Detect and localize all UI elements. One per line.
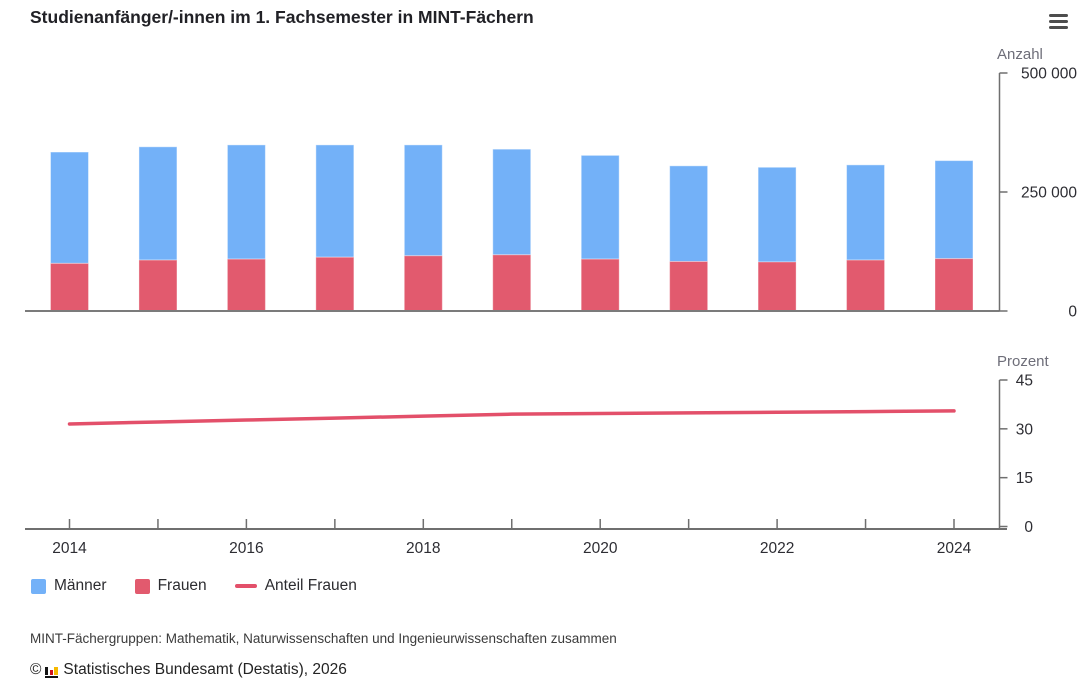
year-label-2020: 2020 xyxy=(583,540,618,557)
bar-frauen-2022[interactable] xyxy=(757,261,797,312)
bar-maenner-2019[interactable] xyxy=(492,148,532,256)
bar-maenner-2015[interactable] xyxy=(138,146,178,261)
bar-maenner-2024[interactable] xyxy=(934,160,974,260)
bar-frauen-2018[interactable] xyxy=(403,255,443,312)
anzahl-tick-label: 500 000 xyxy=(1021,66,1077,83)
bar-frauen-2019[interactable] xyxy=(492,254,532,312)
source-line: © Statistisches Bundesamt (Destatis), 20… xyxy=(30,661,347,679)
bar-maenner-2020[interactable] xyxy=(580,154,620,260)
year-label-2022: 2022 xyxy=(760,540,794,557)
bar-frauen-2023[interactable] xyxy=(846,259,886,312)
legend-label-anteil-frauen: Anteil Frauen xyxy=(264,577,357,594)
bar-frauen-2016[interactable] xyxy=(226,258,266,312)
bar-maenner-2017[interactable] xyxy=(315,144,355,258)
prozent-tick-label: 30 xyxy=(1016,421,1034,438)
bar-frauen-2024[interactable] xyxy=(934,258,974,312)
bar-maenner-2023[interactable] xyxy=(846,164,886,261)
source-text: Statistisches Bundesamt (Destatis), 2026 xyxy=(63,661,347,678)
bar-frauen-2014[interactable] xyxy=(50,262,89,312)
anzahl-axis-title: Anzahl xyxy=(997,46,1043,63)
anzahl-tick-label: 0 xyxy=(1068,304,1077,321)
destatis-logo-icon[interactable] xyxy=(45,662,59,678)
bar-frauen-2015[interactable] xyxy=(138,259,178,312)
legend-label-frauen: Frauen xyxy=(157,577,207,594)
prozent-tick-label: 0 xyxy=(1024,519,1033,536)
prozent-tick-label: 15 xyxy=(1016,470,1033,487)
prozent-tick-label: 45 xyxy=(1016,373,1033,390)
frauen-swatch-icon xyxy=(134,578,150,594)
legend-item-anteil-frauen[interactable]: Anteil Frauen xyxy=(234,577,357,595)
prozent-axis-title: Prozent xyxy=(997,353,1050,370)
bar-frauen-2020[interactable] xyxy=(580,258,620,312)
copyright-symbol: © xyxy=(30,661,42,678)
bar-frauen-2017[interactable] xyxy=(315,256,355,312)
legend-item-frauen[interactable]: Frauen xyxy=(134,577,207,595)
line-swatch-icon xyxy=(234,584,257,588)
maenner-swatch-icon xyxy=(31,578,46,594)
bar-maenner-2021[interactable] xyxy=(669,165,709,262)
bar-frauen-2021[interactable] xyxy=(669,260,709,312)
chart-title: Studienanfänger/-innen im 1. Fachsemeste… xyxy=(30,7,534,27)
year-label-2014: 2014 xyxy=(52,540,87,557)
bar-maenner-2014[interactable] xyxy=(50,151,89,264)
year-label-2018: 2018 xyxy=(406,540,440,557)
year-label-2016: 2016 xyxy=(229,540,263,557)
bar-maenner-2016[interactable] xyxy=(226,144,266,260)
legend: Männer Frauen Anteil Frauen xyxy=(31,577,357,595)
legend-label-maenner: Männer xyxy=(54,577,107,594)
bar-maenner-2022[interactable] xyxy=(757,166,797,263)
hamburger-icon xyxy=(1049,13,1068,30)
footnote: MINT-Fächergruppen: Mathematik, Naturwis… xyxy=(30,631,617,646)
bar-maenner-2018[interactable] xyxy=(403,144,443,257)
menu-button[interactable] xyxy=(1047,9,1070,34)
year-label-2024: 2024 xyxy=(937,540,972,557)
anteil-frauen-line[interactable] xyxy=(67,409,956,426)
anzahl-tick-label: 250 000 xyxy=(1021,185,1077,202)
legend-item-maenner[interactable]: Männer xyxy=(31,577,107,595)
